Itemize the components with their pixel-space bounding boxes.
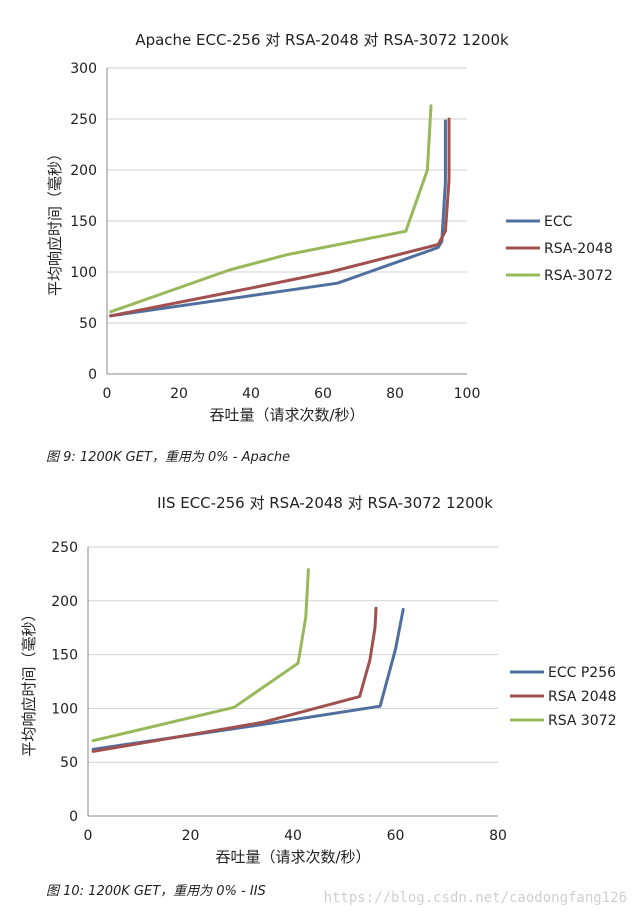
chart2-x-tick-label: 20 — [182, 828, 200, 844]
chart2-x-axis-label: 吞吐量（请求次数/秒） — [215, 848, 370, 866]
chart1-x-tick-label: 40 — [242, 386, 260, 402]
chart1-legend-label-1: ECC — [544, 214, 573, 230]
chart2-x-tick-label: 60 — [387, 828, 405, 844]
chart1-y-tick-label: 150 — [70, 214, 97, 230]
chart1-x-axis-label: 吞吐量（请求次数/秒） — [209, 406, 364, 424]
chart2-x-tick-label: 0 — [84, 828, 93, 844]
chart1-y-tick-label: 300 — [70, 61, 97, 77]
chart1-legend-label-3: RSA-3072 — [544, 268, 613, 284]
chart1-y-tick-label: 0 — [88, 367, 97, 383]
chart2-y-tick-label: 100 — [51, 701, 78, 717]
chart2-x-tick-label: 80 — [489, 828, 507, 844]
apache-chart: Apache ECC-256 对 RSA-2048 对 RSA-3072 120… — [46, 31, 613, 424]
figure-10-caption: 图 10: 1200K GET，重用为 0% - IIS — [46, 884, 266, 899]
chart2-y-tick-label: 250 — [51, 540, 78, 556]
chart1-x-tick-label: 0 — [103, 386, 112, 402]
watermark: https://blog.csdn.net/caodongfang126 — [323, 890, 627, 906]
figure-9-caption: 图 9: 1200K GET，重用为 0% - Apache — [46, 450, 291, 465]
chart2-legend-label-2: RSA 2048 — [548, 689, 617, 705]
chart2-y-tick-label: 200 — [51, 594, 78, 610]
chart1-y-tick-label: 200 — [70, 163, 97, 179]
chart1-y-tick-label: 250 — [70, 112, 97, 128]
chart1-x-tick-label: 100 — [454, 386, 481, 402]
chart2-series-line-2 — [91, 606, 378, 753]
chart2-y-tick-label: 50 — [60, 755, 78, 771]
chart1-legend-label-2: RSA-2048 — [544, 241, 613, 257]
chart2-legend-label-1: ECC P256 — [548, 665, 616, 681]
chart1-y-tick-label: 100 — [70, 265, 97, 281]
chart2-x-tick-label: 40 — [284, 828, 302, 844]
chart1-y-axis-label: 平均响应时间（毫秒） — [46, 146, 64, 296]
chart2-legend-label-3: RSA 3072 — [548, 713, 617, 729]
chart1-series-line-3 — [109, 104, 433, 314]
chart2-series-line-3 — [91, 568, 310, 743]
chart2-title: IIS ECC-256 对 RSA-2048 对 RSA-3072 1200k — [157, 494, 493, 512]
chart1-x-tick-label: 80 — [386, 386, 404, 402]
chart1-title: Apache ECC-256 对 RSA-2048 对 RSA-3072 120… — [135, 31, 509, 49]
chart1-x-tick-label: 60 — [314, 386, 332, 402]
chart1-y-tick-label: 50 — [79, 316, 97, 332]
chart2-y-tick-label: 150 — [51, 648, 78, 664]
chart1-series-line-1 — [109, 119, 447, 318]
iis-chart: IIS ECC-256 对 RSA-2048 对 RSA-3072 1200k 0… — [20, 494, 617, 866]
chart2-y-tick-label: 0 — [69, 809, 78, 825]
chart1-series-line-2 — [109, 117, 451, 318]
chart2-y-axis-label: 平均响应时间（毫秒） — [20, 606, 38, 756]
chart1-x-tick-label: 20 — [170, 386, 188, 402]
